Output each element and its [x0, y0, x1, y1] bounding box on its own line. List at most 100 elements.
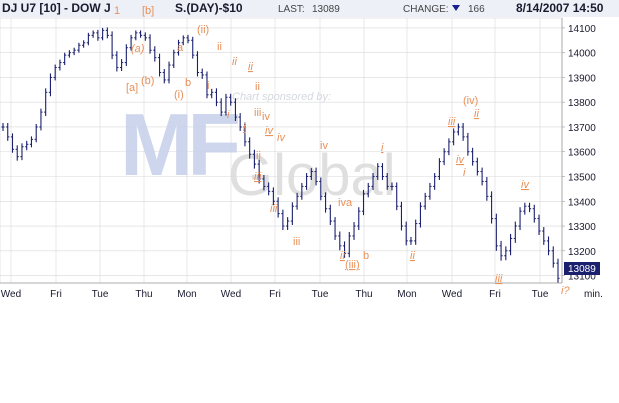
price-bar	[366, 182, 370, 198]
y-tick-label: 13500	[568, 173, 596, 184]
annotation-i-3: i	[243, 122, 246, 134]
annotation-ii-1: ii	[217, 41, 222, 53]
price-bar	[262, 175, 266, 191]
price-bar	[233, 98, 238, 122]
x-axis-unit: min.	[584, 289, 603, 300]
price-bar	[385, 173, 389, 190]
price-bar	[200, 68, 204, 79]
price-bar	[53, 64, 57, 81]
price-bar	[357, 207, 361, 230]
annotation-ii-paren: (ii)	[197, 24, 209, 36]
price-bar	[447, 138, 451, 156]
price-bar	[172, 49, 176, 69]
wave-annotations: 1 [b] (a) [a] (b) (ii) a b (i) ii i ii i…	[114, 5, 570, 297]
annotation-ii-7: ii	[410, 250, 415, 262]
price-bar	[67, 50, 72, 58]
price-bar	[15, 145, 19, 161]
price-bar	[143, 32, 147, 41]
annotation-i-question: i?	[561, 285, 570, 297]
price-bar	[518, 207, 522, 230]
price-bar	[532, 204, 536, 223]
annotation-iv-2: iv	[265, 125, 274, 137]
price-bar	[248, 137, 252, 159]
price-bar	[314, 167, 318, 186]
y-axis: 14100 14000 13900 13800 13700 13600 13500 13400…	[562, 24, 596, 283]
price-bar	[404, 221, 408, 246]
price-bar	[281, 209, 285, 230]
price-bar	[371, 173, 375, 190]
price-bar	[167, 61, 171, 84]
price-bar	[63, 52, 67, 66]
annotation-iv-1: iv	[262, 111, 270, 123]
price-bar	[461, 123, 465, 141]
price-bar	[295, 192, 299, 210]
annotation-a-bracket: [a]	[126, 82, 138, 94]
price-bar	[191, 36, 195, 59]
x-tick-label: Fri	[269, 289, 281, 300]
price-bar	[72, 47, 76, 56]
price-bar	[181, 35, 185, 46]
price-bars	[1, 27, 560, 283]
y-tick-label: 14000	[568, 49, 596, 60]
price-bar	[229, 93, 233, 106]
price-bar	[29, 136, 34, 148]
price-bar	[101, 27, 105, 41]
price-bar	[328, 204, 332, 226]
annotation-ii-2: ii	[232, 56, 237, 68]
price-bar	[224, 93, 228, 116]
price-bar	[418, 202, 423, 228]
price-bar	[119, 59, 124, 71]
price-bar	[376, 163, 380, 180]
annotation-i-1: i	[207, 80, 209, 92]
price-bar	[494, 213, 498, 251]
price-bar	[138, 30, 143, 38]
price-bar	[556, 258, 560, 283]
price-bar	[480, 167, 484, 186]
price-bar	[1, 123, 5, 131]
price-bar	[124, 44, 128, 67]
price-bar	[214, 88, 219, 107]
annotation-iii-3: iii	[270, 203, 278, 215]
y-tick-label: 14100	[568, 24, 596, 35]
price-bar	[276, 197, 280, 218]
price-bar	[39, 108, 43, 131]
price-bar	[219, 98, 223, 117]
annotation-iii-5: iii	[448, 116, 456, 128]
y-tick-label: 13800	[568, 98, 596, 109]
price-bar	[105, 27, 109, 39]
price-bar	[96, 29, 100, 41]
x-tick-label: Fri	[50, 289, 62, 300]
price-bar	[466, 132, 470, 156]
last-price-tag	[564, 262, 600, 275]
annotation-ii-5: ii	[256, 150, 261, 162]
x-tick-label: Fri	[489, 289, 501, 300]
x-tick-label: Wed	[221, 289, 241, 300]
price-bar	[323, 192, 328, 213]
annotation-iii-6: iii	[495, 273, 503, 285]
price-bar	[433, 173, 437, 190]
price-bar	[489, 191, 494, 224]
price-bar	[442, 148, 446, 166]
annotation-iii-paren: (iii)	[345, 259, 360, 271]
annotation-i-2: i	[227, 109, 230, 121]
datetime-stamp: 8/14/2007 14:50	[516, 1, 604, 15]
annotation-iii-4: iii	[293, 236, 300, 248]
price-bar	[508, 233, 513, 256]
annotation-i-4: i	[381, 142, 384, 154]
price-bar	[238, 113, 242, 131]
price-bar	[162, 69, 166, 84]
y-tick-label: 13900	[568, 73, 596, 84]
price-bar	[134, 30, 138, 41]
annotation-iv-3: iv	[320, 140, 328, 152]
price-bar	[77, 42, 81, 53]
price-bar	[551, 246, 555, 268]
grid-vertical	[10, 18, 541, 283]
watermark-sponsor: Chart sponsored by:	[232, 91, 331, 103]
price-bar	[304, 173, 309, 190]
price-bar	[319, 177, 323, 201]
price-bar	[115, 51, 119, 72]
header-bar	[0, 0, 619, 17]
price-bar	[20, 143, 24, 161]
annotation-ii-6: ii	[340, 250, 345, 262]
